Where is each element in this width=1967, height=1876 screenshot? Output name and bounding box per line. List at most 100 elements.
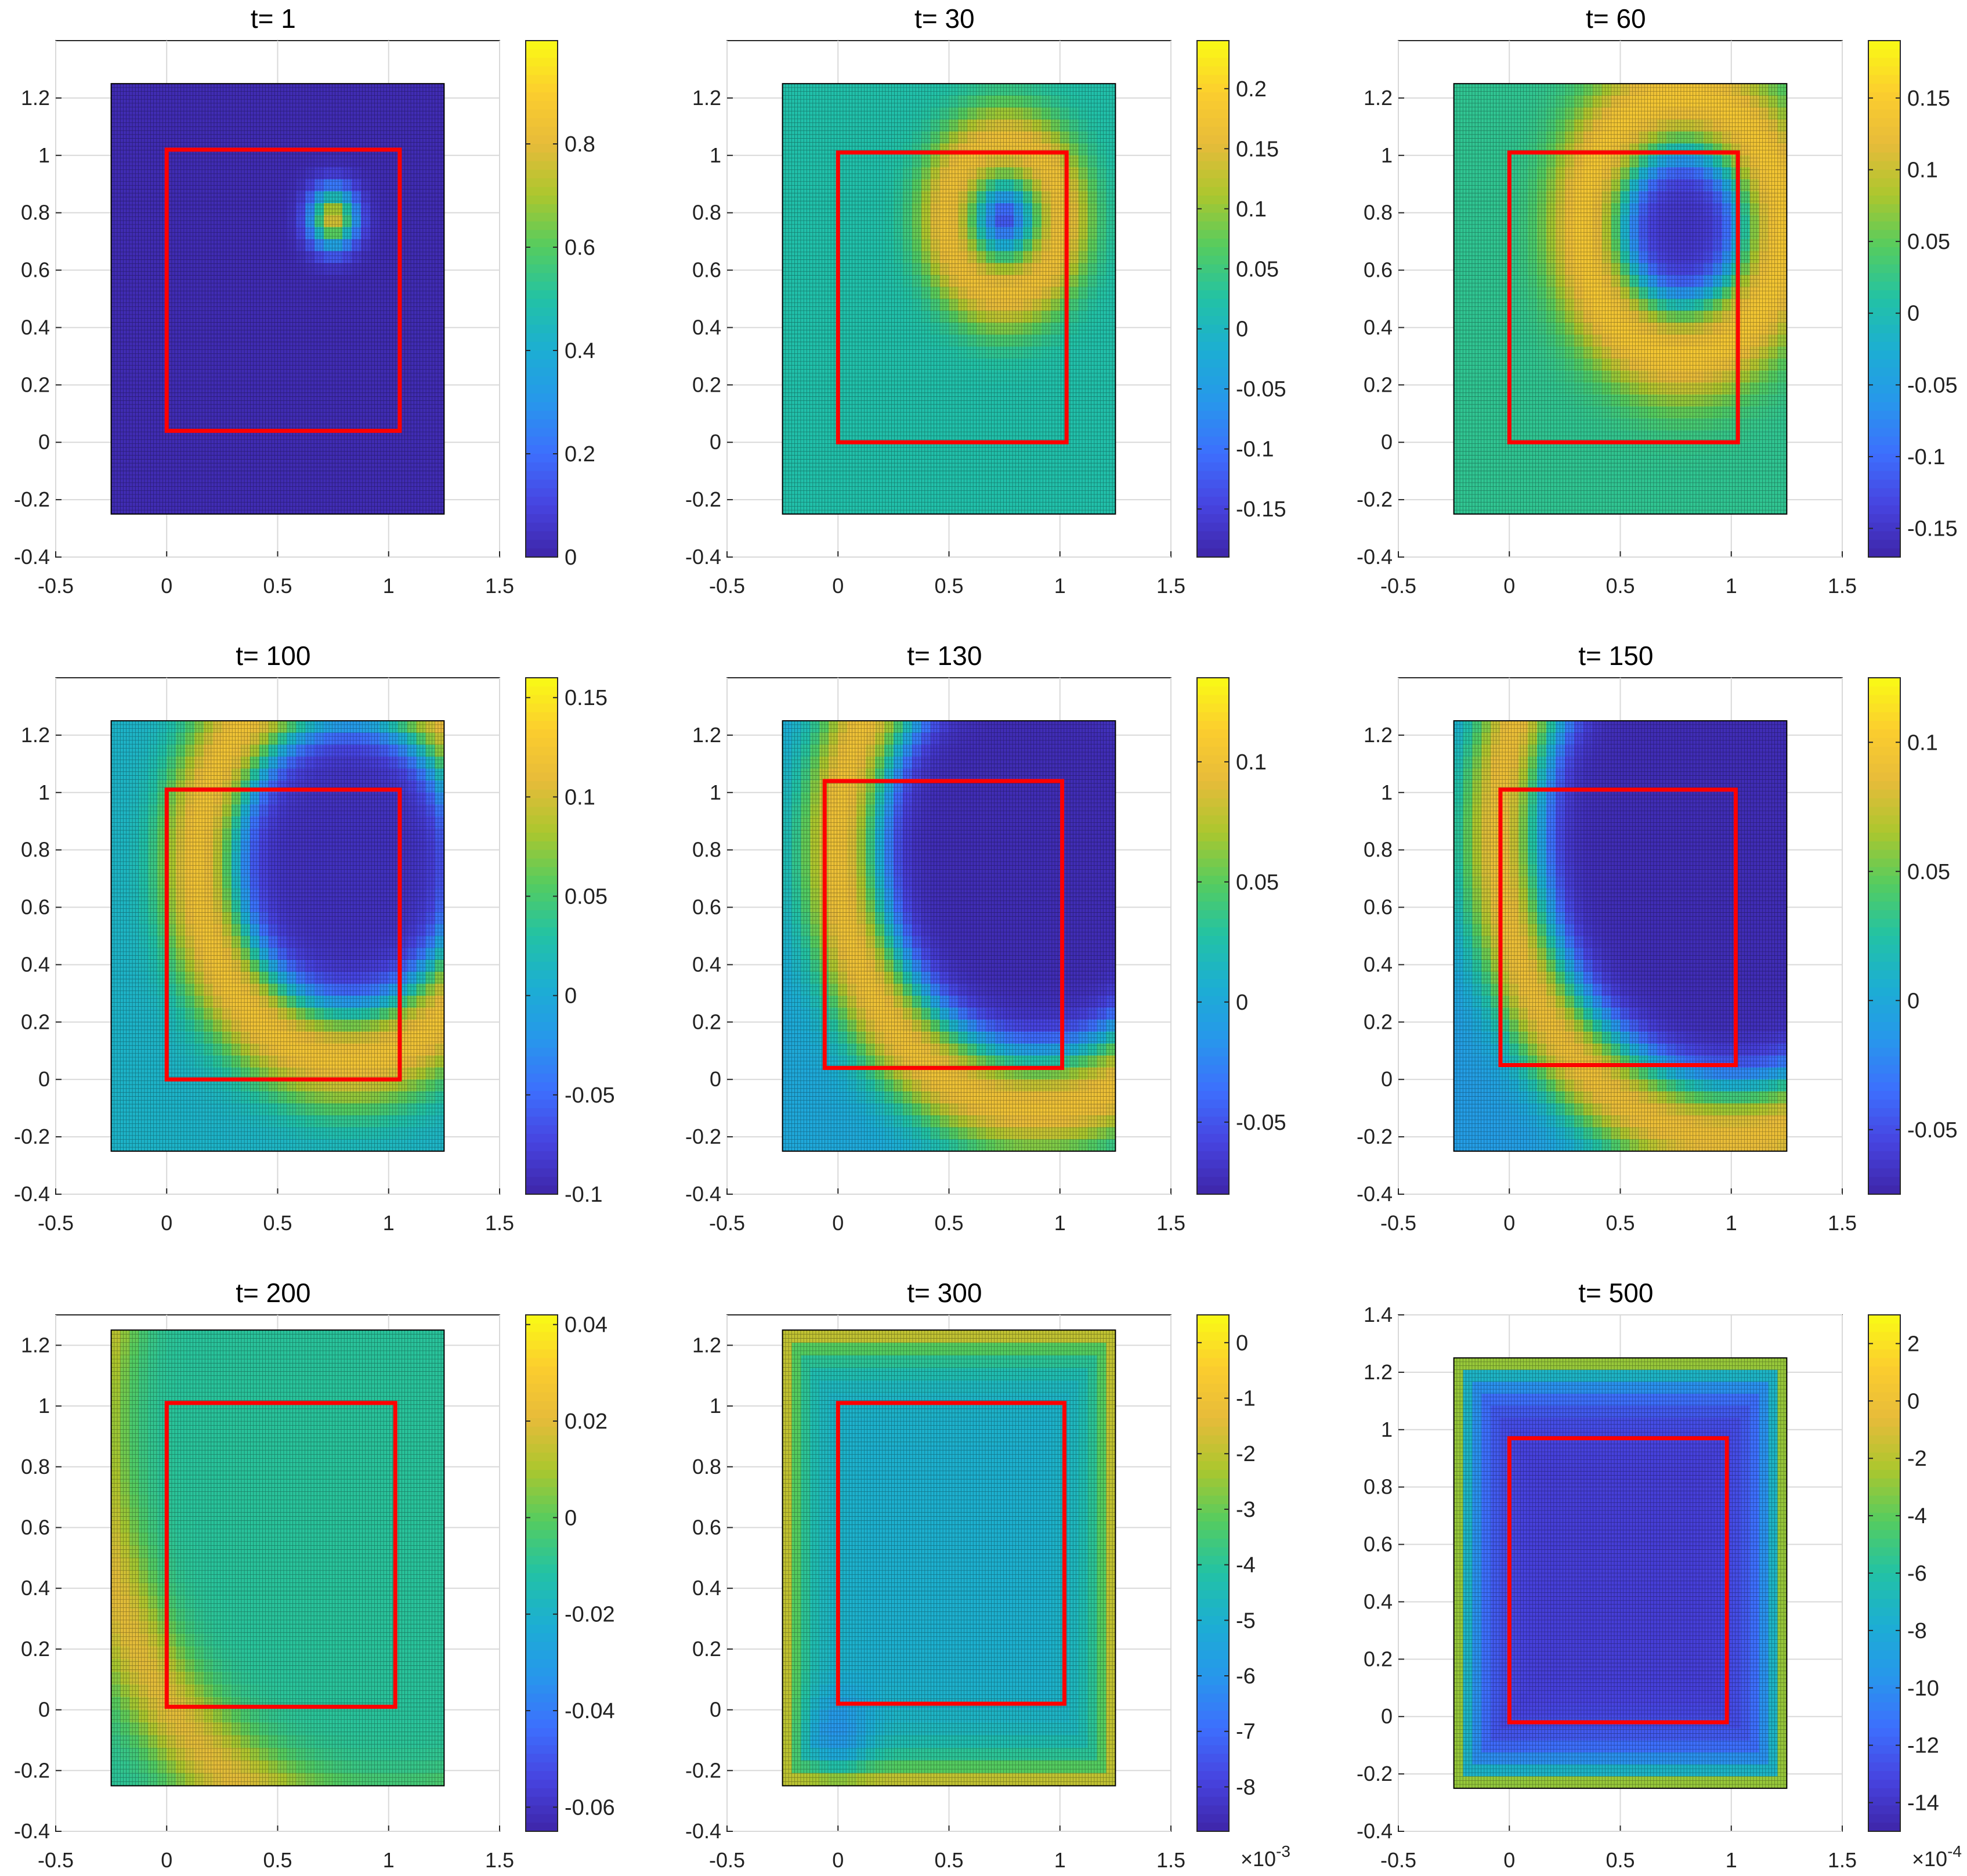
heatmap-cell	[342, 442, 352, 455]
heatmap-cell	[296, 215, 306, 227]
heatmap-cell	[1574, 107, 1584, 120]
heatmap-cell	[1060, 131, 1070, 144]
heatmap-cell	[250, 227, 260, 240]
heatmap-cell	[416, 454, 426, 467]
heatmap-cell	[314, 430, 324, 443]
heatmap-cell	[268, 478, 279, 491]
colorbar-segment	[526, 462, 558, 472]
heatmap-cell	[1759, 502, 1769, 515]
heatmap-cell	[1453, 442, 1464, 455]
heatmap-cell	[791, 323, 802, 335]
heatmap-cell	[1574, 238, 1584, 252]
heatmap-cell	[305, 502, 315, 515]
heatmap-cell	[259, 107, 269, 120]
colorbar-segment	[1197, 144, 1229, 153]
heatmap-cell	[268, 334, 279, 348]
colorbar-tick-label: 0.1	[1907, 158, 1938, 183]
heatmap-cell	[296, 84, 306, 96]
colorbar-segment	[526, 66, 558, 76]
heatmap-cell	[912, 323, 922, 335]
heatmap-cell	[388, 263, 399, 276]
heatmap-cell	[791, 143, 802, 156]
heatmap-cell	[120, 215, 131, 227]
heatmap-cell	[388, 238, 399, 252]
heatmap-cell	[884, 84, 894, 96]
heatmap-cell	[791, 466, 802, 479]
heatmap-cell	[958, 84, 968, 96]
x-tick-label: 1	[1054, 574, 1066, 598]
heatmap-cell	[1740, 323, 1751, 335]
heatmap-cell	[370, 95, 380, 108]
heatmap-cell	[379, 119, 389, 132]
heatmap-cell	[1648, 263, 1658, 276]
heatmap-cell	[819, 334, 829, 348]
heatmap-cell	[1620, 334, 1630, 348]
colorbar-segment	[1868, 221, 1900, 231]
heatmap-cell	[397, 119, 408, 132]
heatmap-cell	[379, 334, 389, 348]
heatmap-cell	[1629, 323, 1639, 335]
colorbar-segment	[526, 342, 558, 351]
heatmap-cell	[352, 203, 361, 216]
heatmap-cell	[986, 346, 996, 359]
heatmap-cell	[287, 490, 297, 503]
heatmap-cell	[986, 454, 996, 467]
heatmap-cell	[939, 263, 950, 276]
heatmap-cell	[1050, 107, 1061, 120]
heatmap-cell	[370, 382, 380, 395]
heatmap-cell	[1722, 323, 1732, 335]
heatmap-cell	[949, 227, 959, 240]
heatmap-cell	[259, 263, 269, 276]
heatmap-cell	[902, 502, 913, 515]
heatmap-cell	[231, 167, 241, 180]
heatmap-cell	[1097, 263, 1107, 276]
heatmap-cell	[893, 238, 903, 252]
heatmap-cell	[1453, 466, 1464, 479]
heatmap-cell	[324, 274, 334, 287]
colorbar-segment	[526, 531, 558, 541]
colorbar-segment	[526, 350, 558, 360]
heatmap-cell	[782, 299, 793, 312]
heatmap-cell	[810, 299, 820, 312]
heatmap-cell	[240, 310, 251, 323]
heatmap-cell	[259, 394, 269, 407]
heatmap-cell	[902, 215, 913, 227]
heatmap-cell	[204, 107, 214, 120]
heatmap-cell	[949, 502, 959, 515]
heatmap-cell	[139, 394, 149, 407]
heatmap-cell	[819, 131, 829, 144]
heatmap-cell	[1759, 430, 1769, 443]
heatmap-cell	[204, 84, 214, 96]
heatmap-cell	[1777, 263, 1787, 276]
heatmap-cell	[1078, 287, 1089, 299]
heatmap-cell	[240, 131, 251, 144]
heatmap-cell	[185, 418, 195, 431]
heatmap-cell	[977, 263, 986, 276]
heatmap-cell	[287, 179, 297, 192]
heatmap-cell	[1639, 334, 1648, 348]
heatmap-cell	[287, 263, 297, 276]
heatmap-cell	[902, 274, 913, 287]
heatmap-cell	[360, 227, 371, 240]
heatmap-cell	[1463, 442, 1473, 455]
heatmap-cell	[884, 502, 894, 515]
colorbar-segment	[526, 41, 558, 50]
heatmap-cell	[416, 274, 426, 287]
heatmap-cell	[379, 155, 389, 168]
heatmap-cell	[1069, 502, 1079, 515]
heatmap-cell	[912, 334, 922, 348]
heatmap-cell	[1097, 119, 1107, 132]
heatmap-cell	[250, 382, 260, 395]
heatmap-cell	[1564, 119, 1575, 132]
heatmap-cell	[435, 502, 444, 515]
colorbar-segment	[1197, 350, 1229, 360]
heatmap-cell	[1629, 454, 1639, 467]
heatmap-cell	[1740, 490, 1751, 503]
heatmap-cell	[893, 107, 903, 120]
heatmap-cell	[1564, 95, 1575, 108]
heatmap-cell	[287, 310, 297, 323]
heatmap-cell	[324, 454, 334, 467]
heatmap-cell	[1453, 227, 1464, 240]
heatmap-cell	[185, 370, 195, 383]
heatmap-cell	[1472, 227, 1483, 240]
